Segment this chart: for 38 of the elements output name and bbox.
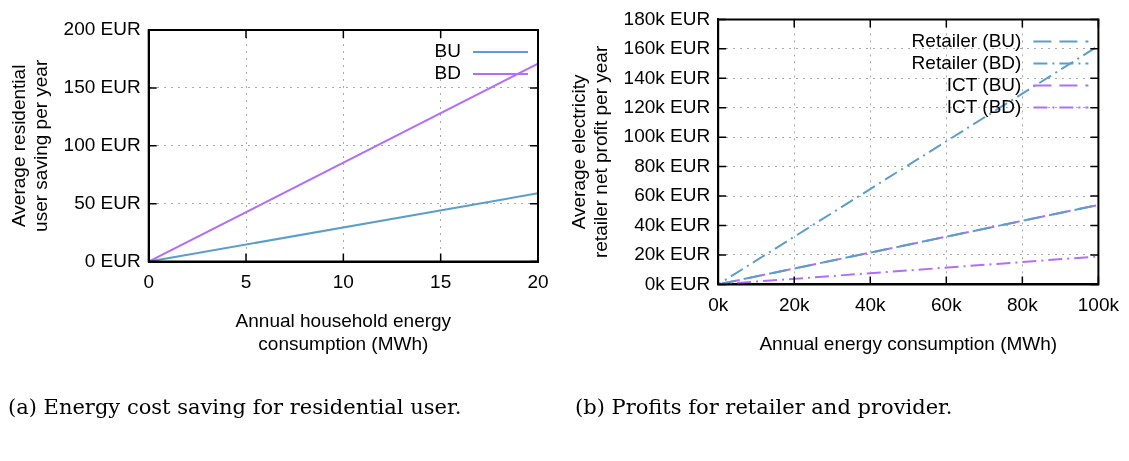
x-axis-title: Annual household energy consumption (MWh) xyxy=(235,310,452,354)
legend-label: BU xyxy=(434,40,461,62)
x-tick-label: 10 xyxy=(332,271,354,293)
x-tick-label: 100k xyxy=(1077,294,1120,316)
y-tick-label: 180k EUR xyxy=(623,7,711,29)
y-tick-label: 100 EUR xyxy=(63,134,141,156)
y-tick-label: 100k EUR xyxy=(623,125,711,147)
y-axis-title: Average residential user saving per year xyxy=(7,59,52,232)
x-tick-label: 20 xyxy=(527,271,549,293)
x-tick-label: 60k xyxy=(931,294,963,316)
y-tick-label: 80k EUR xyxy=(634,154,711,176)
y-tick-label: 150 EUR xyxy=(63,76,141,98)
x-tick-label: 5 xyxy=(240,271,252,293)
y-axis-title: Average electricity retailer net profit per year xyxy=(567,45,612,259)
text: (b) Profits for retailer and provider. xyxy=(575,395,954,419)
y-tick-label: 60k EUR xyxy=(634,184,711,206)
x-tick-label: 0k xyxy=(708,294,729,316)
legend-label: ICT (BU) xyxy=(946,73,1022,95)
y-tick-label: 160k EUR xyxy=(623,37,711,59)
text: (a) Energy cost saving for residential user. xyxy=(8,395,463,419)
x-tick-label: 20k xyxy=(778,294,811,316)
legend-label: BD xyxy=(434,62,461,84)
y-tick-label: 200 EUR xyxy=(63,18,141,40)
y-tick-label: 20k EUR xyxy=(634,243,711,265)
legend-label: Retailer (BU) xyxy=(911,29,1022,51)
x-tick-label: 80k xyxy=(1007,294,1039,316)
y-tick-label: 0k EUR xyxy=(644,272,711,294)
y-tick-label: 0 EUR xyxy=(84,249,141,271)
x-tick-label: 0 xyxy=(143,271,154,293)
y-tick-label: 50 EUR xyxy=(74,191,141,213)
y-tick-label: 140k EUR xyxy=(623,66,711,88)
x-axis-title: Annual energy consumption (MWh) xyxy=(759,332,1058,354)
x-tick-label: 40k xyxy=(854,294,887,316)
y-tick-label: 40k EUR xyxy=(634,213,711,235)
legend-label: Retailer (BD) xyxy=(911,51,1022,73)
legend-label: ICT (BD) xyxy=(946,95,1022,117)
y-tick-label: 120k EUR xyxy=(623,95,711,117)
x-tick-label: 15 xyxy=(430,271,452,293)
